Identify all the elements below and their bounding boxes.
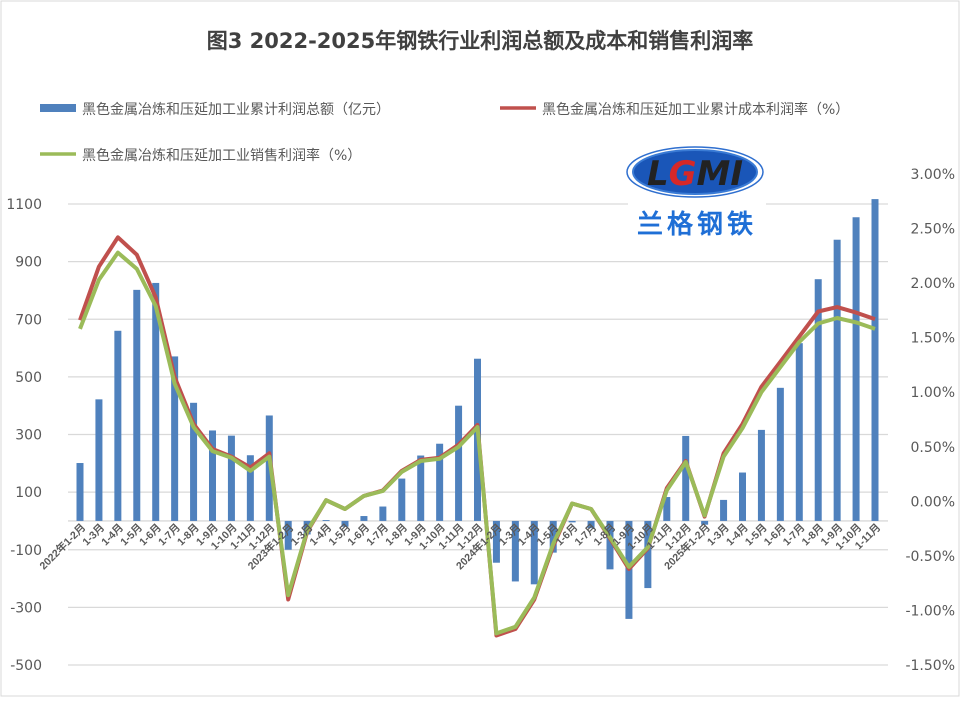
profit-bar — [682, 436, 689, 521]
left-tick-label: 900 — [15, 255, 42, 271]
profit-bar — [398, 479, 405, 521]
profit-bar — [417, 456, 424, 521]
profit-bar — [228, 436, 235, 521]
legend-swatch-profit — [40, 104, 76, 112]
left-tick-label: -100 — [10, 543, 42, 559]
profit-bar — [853, 217, 860, 521]
legend-label-sales-margin: 黑色金属冶炼和压延加工业销售利润率（%） — [82, 147, 361, 164]
legend-label-profit: 黑色金属冶炼和压延加工业累计利润总额（亿元） — [82, 101, 390, 118]
left-tick-label: 100 — [15, 485, 42, 501]
profit-bar — [796, 343, 803, 521]
right-tick-label: -1.00% — [905, 603, 955, 619]
right-tick-label: 0.50% — [911, 440, 955, 456]
right-tick-label: 3.00% — [911, 167, 955, 183]
profit-bar — [77, 463, 84, 521]
left-tick-label: -500 — [10, 658, 42, 674]
profit-bar — [323, 520, 330, 521]
logo-subtitle: 兰格钢铁 — [637, 209, 757, 240]
profit-bar — [95, 399, 102, 521]
profit-bar — [777, 388, 784, 521]
profit-bar — [758, 430, 765, 521]
right-tick-label: 2.00% — [911, 276, 955, 292]
left-tick-label: -300 — [10, 600, 42, 616]
right-tick-label: 1.50% — [911, 331, 955, 347]
legend-label-cost-margin: 黑色金属冶炼和压延加工业累计成本利润率（%） — [542, 101, 849, 118]
profit-bar — [360, 516, 367, 521]
chart-title: 图3 2022-2025年钢铁行业利润总额及成本和销售利润率 — [207, 29, 754, 53]
right-tick-label: 1.00% — [911, 385, 955, 401]
lgmi-logo: LGMI 兰格钢铁 — [627, 145, 766, 243]
right-tick-label: -0.50% — [905, 549, 955, 565]
profit-bar — [834, 240, 841, 521]
right-tick-label: 2.50% — [911, 222, 955, 238]
profit-bar — [739, 473, 746, 521]
profit-bar — [114, 331, 121, 521]
left-tick-label: 700 — [15, 312, 42, 328]
profit-bar — [720, 500, 727, 521]
left-tick-label: 300 — [15, 428, 42, 444]
profit-bar — [133, 290, 140, 521]
logo-mark: LGMI — [647, 154, 743, 194]
left-tick-label: 500 — [15, 370, 42, 386]
profit-bar — [455, 406, 462, 521]
profit-bar — [872, 199, 879, 521]
right-tick-label: 0.00% — [911, 494, 955, 510]
left-tick-label: 1100 — [6, 197, 42, 213]
right-tick-label: -1.50% — [905, 658, 955, 674]
profit-bar — [379, 507, 386, 521]
